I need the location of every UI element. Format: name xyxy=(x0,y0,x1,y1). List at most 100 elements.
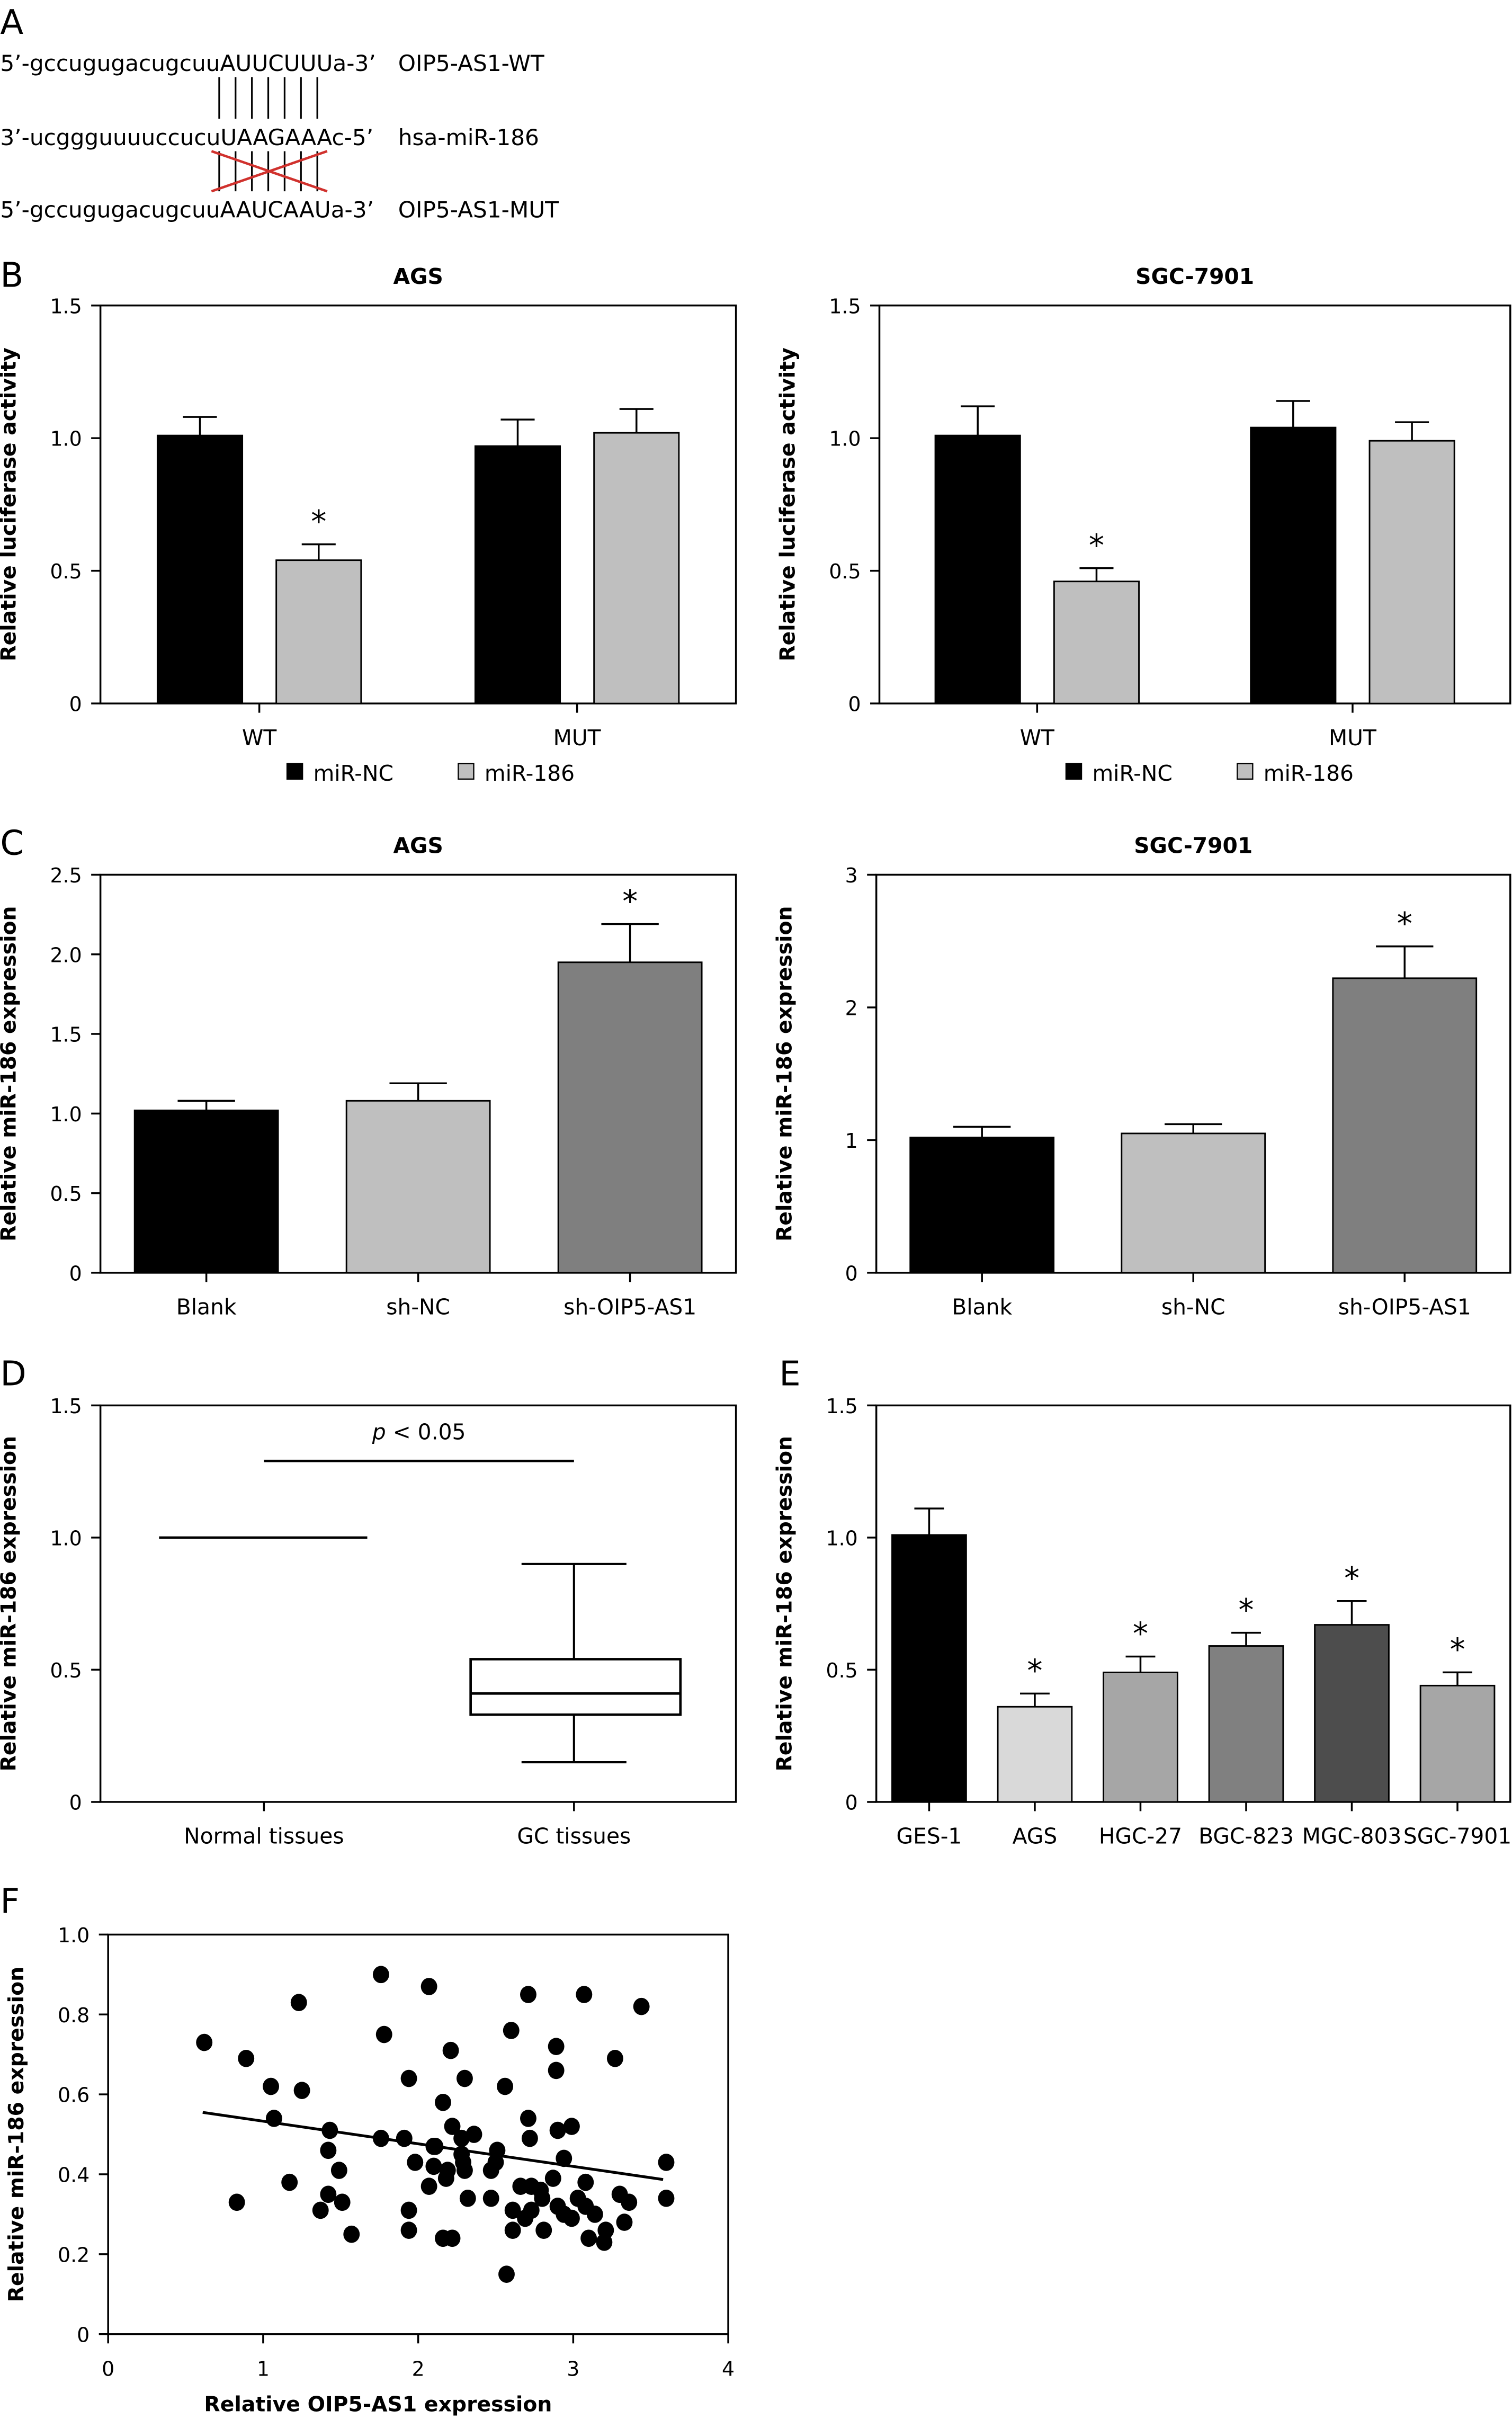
plot-frame xyxy=(875,1404,1511,1803)
bar xyxy=(1332,977,1478,1274)
data-point xyxy=(372,1966,389,1984)
x-tick-label: 4 xyxy=(722,2357,735,2380)
data-point xyxy=(421,1978,437,1995)
data-point xyxy=(548,2061,565,2079)
data-point xyxy=(466,2126,482,2143)
y-axis-label: Relative miR-186 expression xyxy=(773,906,797,1241)
legend-label: miR-NC xyxy=(1092,761,1172,786)
y-tick-label: 0 xyxy=(845,1262,858,1285)
x-category-label: WT xyxy=(1020,725,1055,751)
significance-asterisk: * xyxy=(311,503,326,539)
chart-title: SGC-7901 xyxy=(1135,264,1254,289)
data-point xyxy=(437,2170,454,2187)
data-point xyxy=(556,2149,572,2167)
y-tick-label: 1.5 xyxy=(50,1023,82,1047)
data-point xyxy=(375,2025,392,2043)
data-point xyxy=(520,2110,536,2127)
significance-asterisk: * xyxy=(1397,905,1412,941)
y-tick-label: 0.8 xyxy=(58,2004,90,2027)
y-tick-label: 1.5 xyxy=(50,294,82,318)
x-category-label: sh-NC xyxy=(386,1295,450,1320)
x-category-label: GES-1 xyxy=(897,1824,962,1849)
significance-asterisk: * xyxy=(1344,1560,1359,1596)
y-tick-label: 0.5 xyxy=(50,1659,82,1682)
x-tick-label: 3 xyxy=(567,2357,579,2380)
data-point xyxy=(435,2093,451,2111)
y-tick-label: 1.5 xyxy=(826,1395,858,1418)
y-tick-label: 0.2 xyxy=(58,2243,90,2266)
data-point xyxy=(482,2190,499,2207)
legend: miR-NC miR-186 xyxy=(1065,761,1354,786)
x-category-label: HGC-27 xyxy=(1099,1824,1182,1849)
x-category-label: sh-OIP5-AS1 xyxy=(563,1295,696,1320)
panel-a-sequences: 5’-gccugugacugcuuAUUCUUUa-3’ OIP5-AS1-WT… xyxy=(0,50,559,223)
data-point xyxy=(498,2265,515,2283)
y-tick-label: 1.5 xyxy=(50,1395,82,1418)
significance-asterisk: * xyxy=(622,883,638,919)
chart-b2: 0 0.5 1.0 1.5 Relative luciferase activity SG… xyxy=(776,264,1511,786)
legend-label: miR-186 xyxy=(1264,761,1354,786)
y-tick-label: 1.5 xyxy=(829,294,861,318)
legend-swatch xyxy=(1065,763,1082,780)
y-tick-label: 0 xyxy=(848,693,861,716)
data-point xyxy=(396,2129,413,2147)
base-pairing-lines xyxy=(211,77,328,193)
y-tick-label: 1.0 xyxy=(50,427,82,451)
x-category-label: sh-OIP5-AS1 xyxy=(1338,1295,1471,1320)
y-axis-label: Relative miR-186 expression xyxy=(773,1436,797,1771)
significance-asterisk: * xyxy=(1089,527,1104,563)
p-value-label: p < 0.05 xyxy=(372,1419,466,1444)
chart-c1: 0 0.5 1.0 1.5 2.0 2.5 Relative miR-186 express… xyxy=(0,833,737,1320)
data-point xyxy=(320,2141,337,2159)
x-category-label: GC tissues xyxy=(517,1824,631,1849)
data-point xyxy=(563,2209,580,2227)
data-point xyxy=(312,2201,329,2219)
y-tick-label: 0 xyxy=(69,693,82,716)
legend-swatch xyxy=(458,763,475,780)
data-point xyxy=(534,2190,551,2207)
chart-f: 0 0.2 0.4 0.6 0.8 1.0 Relative miR-186 express… xyxy=(5,1924,735,2416)
panel-letter-d: D xyxy=(0,1355,26,1394)
data-point xyxy=(580,2229,597,2247)
data-point xyxy=(442,2041,459,2059)
chart-title: AGS xyxy=(393,833,443,859)
panel-letter-c: C xyxy=(0,824,24,863)
x-axis-label: Relative OIP5-AS1 expression xyxy=(204,2393,552,2416)
wt-sequence: 5’-gccugugacugcuuAUUCUUUa-3’ xyxy=(0,50,375,76)
data-point xyxy=(421,2177,437,2195)
x-category-label: sh-NC xyxy=(1161,1295,1225,1320)
data-point xyxy=(334,2193,351,2211)
data-point xyxy=(293,2082,310,2099)
chart-e: 0 0.5 1.0 1.5 Relative miR-186 expression GES… xyxy=(773,1395,1511,1849)
bar xyxy=(891,1534,967,1803)
data-point xyxy=(444,2229,461,2247)
bar xyxy=(1103,1671,1178,1803)
mut-label: OIP5-AS1-MUT xyxy=(398,197,559,223)
y-tick-label: 2 xyxy=(845,997,858,1020)
data-point xyxy=(616,2213,633,2231)
significance-asterisk: * xyxy=(1238,1592,1254,1628)
y-tick-label: 1.0 xyxy=(58,1924,90,1947)
x-category-label: Normal tissues xyxy=(184,1824,344,1849)
x-category-label: MGC-803 xyxy=(1302,1824,1402,1849)
y-axis-label: Relative miR-186 expression xyxy=(5,1967,29,2302)
x-category-label: Blank xyxy=(952,1295,1012,1320)
p-symbol: p xyxy=(372,1419,386,1444)
y-tick-label: 2.5 xyxy=(50,864,82,887)
panel-letter-b: B xyxy=(0,256,23,296)
data-point xyxy=(535,2221,552,2239)
bar xyxy=(133,1109,279,1274)
data-point xyxy=(503,2022,520,2039)
bar xyxy=(1250,426,1337,704)
bar xyxy=(997,1706,1073,1803)
y-tick-label: 0 xyxy=(845,1791,858,1815)
gc-box xyxy=(469,1658,682,1716)
data-point xyxy=(400,2201,417,2219)
significance-asterisk: * xyxy=(1133,1615,1148,1652)
bar xyxy=(557,961,703,1274)
data-point xyxy=(517,2209,534,2227)
data-point xyxy=(563,2118,580,2135)
chart-c2: 0 1 2 3 Relative miR-186 expression SGC-7901 B… xyxy=(773,833,1511,1320)
data-point xyxy=(504,2221,521,2239)
